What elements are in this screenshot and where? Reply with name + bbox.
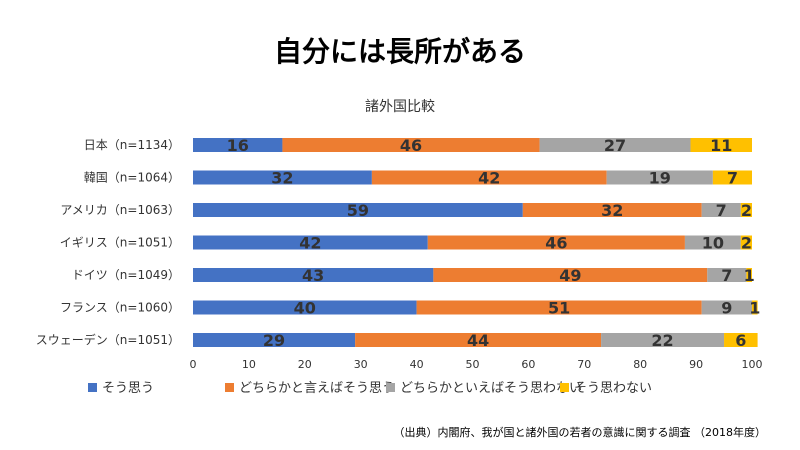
category-label: アメリカ（n=1063） — [60, 203, 180, 217]
data-label: 29 — [263, 331, 285, 350]
bar-segment — [539, 138, 691, 152]
data-label: 7 — [716, 201, 727, 220]
data-label: 16 — [227, 136, 249, 155]
bar-segment — [522, 203, 702, 217]
x-tick-label: 70 — [577, 358, 591, 371]
data-label: 11 — [710, 136, 732, 155]
data-label: 1 — [749, 299, 760, 318]
category-label: イギリス（n=1051） — [60, 236, 180, 250]
category-label: スウェーデン（n=1051） — [36, 332, 180, 347]
category-label: 韓国（n=1064） — [84, 171, 180, 185]
bar-segment — [606, 170, 713, 185]
data-label: 32 — [271, 169, 293, 188]
bar-segment — [416, 300, 702, 315]
data-label: 32 — [601, 201, 623, 220]
legend-label: どちらかといえばそう思わない — [400, 381, 582, 396]
bar-segment — [707, 268, 747, 282]
bar-segment — [701, 300, 752, 315]
data-label: 59 — [347, 201, 369, 220]
category-label: 日本（n=1134） — [84, 138, 180, 152]
data-label: 42 — [478, 169, 500, 188]
bar-segment — [684, 235, 741, 250]
data-label: 46 — [400, 136, 422, 155]
data-label: 2 — [741, 234, 752, 253]
bar-segment — [193, 333, 356, 347]
legend-swatch — [225, 383, 234, 392]
bar-segment — [752, 300, 758, 315]
data-label: 7 — [727, 169, 738, 188]
x-tick-label: 50 — [466, 358, 480, 371]
chart-subtitle: 諸外国比較 — [365, 99, 435, 115]
data-label: 46 — [545, 234, 567, 253]
data-label: 49 — [559, 266, 581, 285]
bar-segment — [355, 333, 602, 347]
bar-segment — [282, 138, 540, 152]
bar-segment — [746, 268, 752, 282]
x-tick-label: 0 — [190, 358, 197, 371]
bar-segment — [601, 333, 725, 347]
legend-label: そう思う — [102, 381, 154, 396]
bar-segment — [740, 203, 752, 217]
data-label: 7 — [721, 266, 732, 285]
x-tick-label: 30 — [354, 358, 368, 371]
x-tick-label: 80 — [633, 358, 647, 371]
legend-swatch — [386, 383, 395, 392]
bar-segment — [690, 138, 752, 152]
bar-segment — [193, 268, 434, 282]
bar-segment — [427, 235, 685, 250]
bar-segment — [371, 170, 607, 185]
data-label: 27 — [604, 136, 626, 155]
x-tick-label: 20 — [298, 358, 312, 371]
data-label: 6 — [735, 331, 746, 350]
data-label: 51 — [548, 299, 570, 318]
category-label: ドイツ（n=1049） — [72, 268, 180, 282]
data-label: 42 — [299, 234, 321, 253]
bar-segment — [193, 235, 428, 250]
x-tick-label: 100 — [742, 358, 763, 371]
x-tick-label: 90 — [689, 358, 703, 371]
legend-label: そう思わない — [574, 381, 652, 396]
chart-title: 自分には長所がある — [273, 35, 526, 68]
data-label: 10 — [702, 234, 724, 253]
bar-segment — [712, 170, 752, 185]
x-tick-label: 40 — [410, 358, 424, 371]
bar-segment — [193, 203, 523, 217]
bar-segment — [701, 203, 741, 217]
x-tick-label: 60 — [521, 358, 535, 371]
data-label: 40 — [294, 299, 316, 318]
data-label: 1 — [744, 266, 755, 285]
data-label: 19 — [649, 169, 671, 188]
legend-swatch — [88, 383, 97, 392]
data-label: 43 — [302, 266, 324, 285]
bar-segment — [193, 170, 372, 185]
bar-segment — [740, 235, 752, 250]
data-label: 9 — [721, 299, 732, 318]
bar-segment — [193, 300, 417, 315]
legend-swatch — [560, 383, 569, 392]
data-label: 22 — [651, 331, 673, 350]
bar-segment — [724, 333, 758, 347]
bar-segment — [193, 138, 283, 152]
bar-segment — [433, 268, 708, 282]
data-label: 2 — [741, 201, 752, 220]
legend-label: どちらかと言えばそう思う — [239, 381, 395, 396]
source-note: （出典）内閣府、我が国と諸外国の若者の意識に関する調査 （2018年度） — [393, 426, 767, 439]
category-label: フランス（n=1060） — [60, 301, 180, 315]
data-label: 44 — [467, 331, 489, 350]
x-tick-label: 10 — [242, 358, 256, 371]
